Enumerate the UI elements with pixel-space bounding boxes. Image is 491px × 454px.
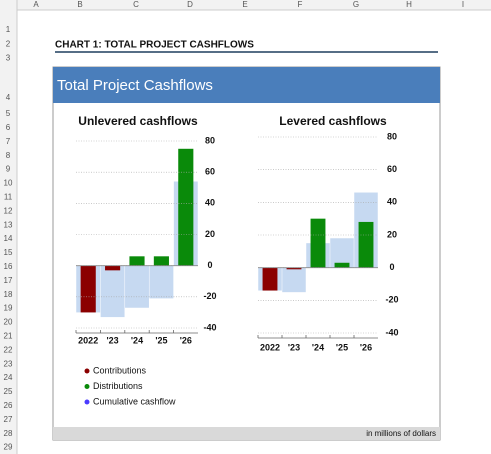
- row-header: 24: [4, 373, 13, 382]
- column-header: B: [77, 0, 82, 9]
- bar: [129, 256, 145, 266]
- column-header: C: [133, 0, 139, 9]
- bar: [286, 267, 302, 270]
- column-header: H: [406, 0, 412, 9]
- row-header: 8: [6, 151, 11, 160]
- cumulative-bar: [149, 265, 174, 299]
- column-header: E: [242, 0, 247, 9]
- y-tick-label: 0: [389, 262, 394, 272]
- bar: [262, 267, 278, 291]
- bar: [153, 256, 169, 266]
- y-tick-label: 20: [205, 229, 215, 239]
- row-header: 10: [4, 179, 13, 188]
- x-tick-label: '25: [336, 342, 348, 352]
- bar: [80, 265, 96, 313]
- y-tick-label: 20: [387, 229, 397, 239]
- legend-marker: [84, 399, 90, 405]
- y-tick-label: 40: [205, 198, 215, 208]
- x-tick-label: '23: [288, 342, 300, 352]
- sheet-heading: CHART 1: TOTAL PROJECT CASHFLOWS: [55, 40, 254, 51]
- row-header: 23: [4, 359, 13, 368]
- y-tick-label: 60: [205, 167, 215, 177]
- legend-marker: [84, 384, 90, 389]
- row-header: 21: [4, 332, 13, 341]
- legend-marker: [84, 368, 90, 374]
- panel-title: Total Project Cashflows: [57, 77, 213, 94]
- cumulative-bar: [125, 265, 149, 308]
- x-tick-label: '26: [360, 342, 372, 352]
- row-header: 17: [4, 276, 13, 285]
- x-tick-label: '25: [155, 335, 167, 345]
- x-tick-label: '24: [131, 335, 143, 345]
- legend-label: Cumulative cashflow: [93, 396, 176, 406]
- legend-label: Contributions: [93, 365, 147, 375]
- row-header: 16: [4, 262, 13, 271]
- row-header: 20: [4, 318, 13, 327]
- x-tick-label: '26: [180, 335, 192, 345]
- cumulative-bar: [330, 238, 354, 268]
- y-tick-label: -40: [385, 327, 398, 337]
- x-tick-label: '23: [107, 335, 119, 345]
- x-tick-label: 2022: [78, 335, 98, 345]
- legend-label: Distributions: [93, 381, 143, 391]
- column-header: F: [298, 0, 303, 9]
- column-header: A: [33, 0, 39, 9]
- row-header: 19: [4, 304, 13, 313]
- bar: [334, 262, 350, 268]
- row-header: 28: [4, 429, 13, 438]
- panel-title-bar: [53, 67, 440, 103]
- chart-title: Levered cashflows: [279, 114, 387, 128]
- panel-footer: [53, 427, 440, 440]
- y-tick-label: -20: [203, 291, 216, 301]
- bar: [105, 265, 121, 271]
- column-header: D: [187, 0, 193, 9]
- x-tick-label: '24: [312, 342, 324, 352]
- y-tick-label: 60: [387, 164, 397, 174]
- row-header: 26: [4, 401, 13, 410]
- chart-title: Unlevered cashflows: [78, 114, 198, 128]
- row-header: 4: [6, 93, 11, 102]
- row-header: 13: [4, 220, 13, 229]
- column-header: I: [462, 0, 464, 9]
- column-header: G: [353, 0, 359, 9]
- row-header: 18: [4, 290, 13, 299]
- cumulative-bar: [282, 267, 306, 293]
- row-header: 9: [6, 165, 11, 174]
- row-header: 5: [6, 109, 11, 118]
- row-header-bar: [0, 0, 17, 454]
- y-tick-label: 40: [387, 197, 397, 207]
- y-tick-label: -40: [203, 322, 216, 332]
- bar: [358, 221, 374, 268]
- footnote: in millions of dollars: [366, 429, 436, 438]
- row-header: 2: [6, 39, 11, 48]
- row-header: 1: [6, 25, 11, 34]
- column-header-bar: [0, 0, 491, 10]
- row-header: 14: [4, 234, 13, 243]
- bar: [310, 218, 326, 268]
- row-header: 11: [4, 193, 13, 202]
- row-header: 7: [6, 137, 11, 146]
- y-tick-label: 80: [205, 135, 215, 145]
- y-tick-label: -20: [385, 295, 398, 305]
- row-header: 12: [4, 206, 13, 215]
- row-header: 25: [4, 387, 13, 396]
- row-header: 29: [4, 443, 13, 452]
- row-header: 6: [6, 123, 11, 132]
- bar: [178, 148, 194, 266]
- y-tick-label: 80: [387, 131, 397, 141]
- row-header: 27: [4, 415, 13, 424]
- x-tick-label: 2022: [260, 342, 280, 352]
- row-header: 22: [4, 345, 13, 354]
- row-header: 3: [6, 54, 11, 63]
- cumulative-bar: [100, 265, 125, 318]
- y-tick-label: 0: [207, 260, 212, 270]
- row-header: 15: [4, 248, 13, 257]
